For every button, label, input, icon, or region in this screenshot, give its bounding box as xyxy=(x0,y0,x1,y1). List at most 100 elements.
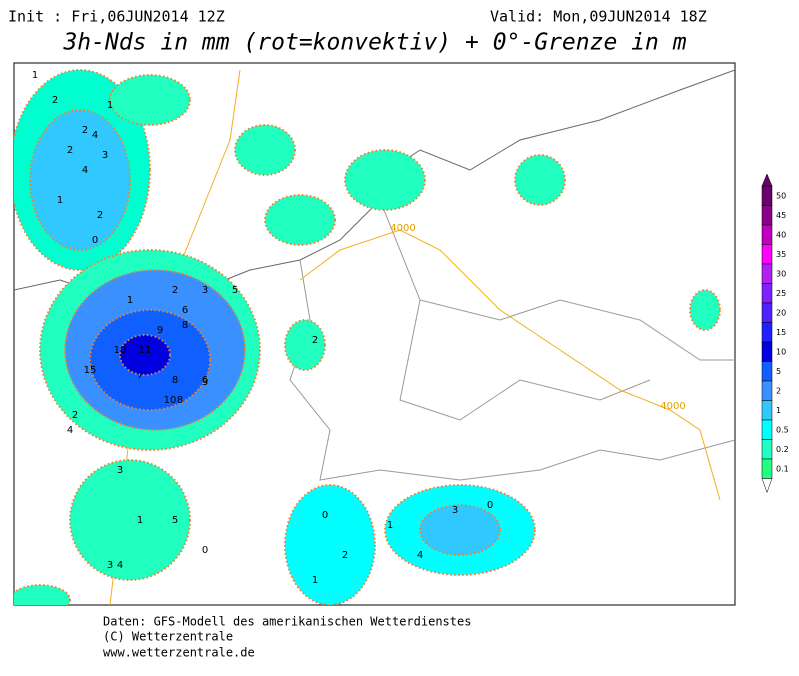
colorbar-cell xyxy=(761,361,773,382)
colorbar-cell xyxy=(761,400,773,421)
cell-label: 2 xyxy=(82,125,88,136)
colorbar-cell xyxy=(761,302,773,323)
precip-area xyxy=(514,154,566,206)
colorbar-cap xyxy=(761,173,773,187)
colorbar-cell xyxy=(761,341,773,362)
cell-label: 1 xyxy=(57,195,63,206)
cell-label: 8 xyxy=(177,395,183,406)
cell-label: 2 xyxy=(52,95,58,106)
cell-label: 2 xyxy=(67,145,73,156)
precip-area xyxy=(69,459,191,581)
colorbar-cell xyxy=(761,283,773,304)
cell-label: 5 xyxy=(172,515,178,526)
colorbar-cell xyxy=(761,419,773,440)
colorbar-cell xyxy=(761,380,773,401)
precip-area xyxy=(344,149,426,211)
cell-label: 6 xyxy=(202,375,208,386)
cell-label: 2 xyxy=(312,335,318,346)
colorbar-label: 5 xyxy=(776,367,781,376)
colorbar-cell xyxy=(761,205,773,226)
colorbar-label: 40 xyxy=(776,231,786,240)
cell-label: 1 xyxy=(127,295,133,306)
cell-label: 1 xyxy=(137,515,143,526)
colorbar-cell xyxy=(761,224,773,245)
cell-label: 7 xyxy=(137,370,143,381)
isoline-label: 4000 xyxy=(390,223,415,234)
cell-label: 1 xyxy=(107,100,113,111)
footer-line: www.wetterzentrale.de xyxy=(103,646,255,660)
cell-label: 3 xyxy=(117,465,123,476)
cell-label: 11 xyxy=(139,345,152,356)
footer-line: Daten: GFS-Modell des amerikanischen Wet… xyxy=(103,615,471,629)
precip-area xyxy=(109,74,191,126)
colorbar-cell xyxy=(761,185,773,206)
colorbar-label: 30 xyxy=(776,270,786,279)
colorbar-label: 0.5 xyxy=(776,426,789,435)
cell-label: 3 xyxy=(202,285,208,296)
colorbar-label: 0.1 xyxy=(776,465,789,474)
cell-label: 3 xyxy=(202,377,208,388)
cell-label: 8 xyxy=(182,320,188,331)
colorbar: 50 45 40 35 30 25 20 15 10 5 2 1 0.5 0.2 0.1 xyxy=(761,173,789,494)
cell-label: 1 xyxy=(312,575,318,586)
isoline-label: 4000 xyxy=(660,401,685,412)
precip-area xyxy=(284,484,376,605)
precip-cells xyxy=(14,69,721,605)
colorbar-cap xyxy=(761,478,773,494)
valid-time: Valid: Mon,09JUN2014 18Z xyxy=(490,8,707,26)
cell-label: 1 xyxy=(387,520,393,531)
init-time: Init : Fri,06JUN2014 12Z xyxy=(8,8,225,26)
precip-area xyxy=(29,109,131,251)
cell-label: 4 xyxy=(67,425,73,436)
isoline xyxy=(299,229,721,501)
cell-label: 9 xyxy=(157,325,163,336)
cell-label: 6 xyxy=(182,305,188,316)
colorbar-label: 20 xyxy=(776,309,786,318)
colorbar-label: 10 xyxy=(776,348,786,357)
colorbar-cell xyxy=(761,322,773,343)
footer-line: (C) Wetterzentrale xyxy=(103,630,233,644)
precip-area xyxy=(284,319,326,371)
cell-label: 2 xyxy=(172,285,178,296)
cell-label: 0 xyxy=(487,500,493,511)
cell-label: 3 xyxy=(107,560,113,571)
cell-label: 1 xyxy=(32,70,38,81)
cell-label: 5 xyxy=(232,285,238,296)
cell-label: 3 xyxy=(452,505,458,516)
precip-area xyxy=(264,194,336,246)
cell-label: 4 xyxy=(82,165,88,176)
colorbar-label: 50 xyxy=(776,192,786,201)
cell-label: 15 xyxy=(84,365,97,376)
cell-label: 0 xyxy=(322,510,328,521)
colorbar-label: 2 xyxy=(776,387,781,396)
colorbar-cell xyxy=(761,263,773,284)
cell-label: 4 xyxy=(417,550,423,561)
precip-area xyxy=(119,334,171,376)
cell-label: 0 xyxy=(92,235,98,246)
colorbar-label: 15 xyxy=(776,328,786,337)
cell-label: 2 xyxy=(72,410,78,421)
colorbar-cell xyxy=(761,458,773,479)
cell-label: 3 xyxy=(102,150,108,161)
cell-label: 8 xyxy=(172,375,178,386)
colorbar-cell xyxy=(761,244,773,265)
cell-label: 4 xyxy=(92,130,98,141)
colorbar-label: 1 xyxy=(776,406,781,415)
map-title: 3h-Nds in mm (rot=konvektiv) + 0°-Grenze… xyxy=(62,30,686,56)
cell-label: 0 xyxy=(202,545,208,556)
border xyxy=(399,299,651,421)
colorbar-label: 45 xyxy=(776,211,786,220)
cell-label: 2 xyxy=(97,210,103,221)
cell-label: 10 xyxy=(164,395,177,406)
precip-area xyxy=(234,124,296,176)
cell-label: 4 xyxy=(117,560,123,571)
precip-area xyxy=(14,584,71,605)
cell-label: 10 xyxy=(114,345,127,356)
colorbar-label: 0.2 xyxy=(776,445,789,454)
colorbar-label: 35 xyxy=(776,250,786,259)
cell-label: 2 xyxy=(342,550,348,561)
colorbar-label: 25 xyxy=(776,289,786,298)
